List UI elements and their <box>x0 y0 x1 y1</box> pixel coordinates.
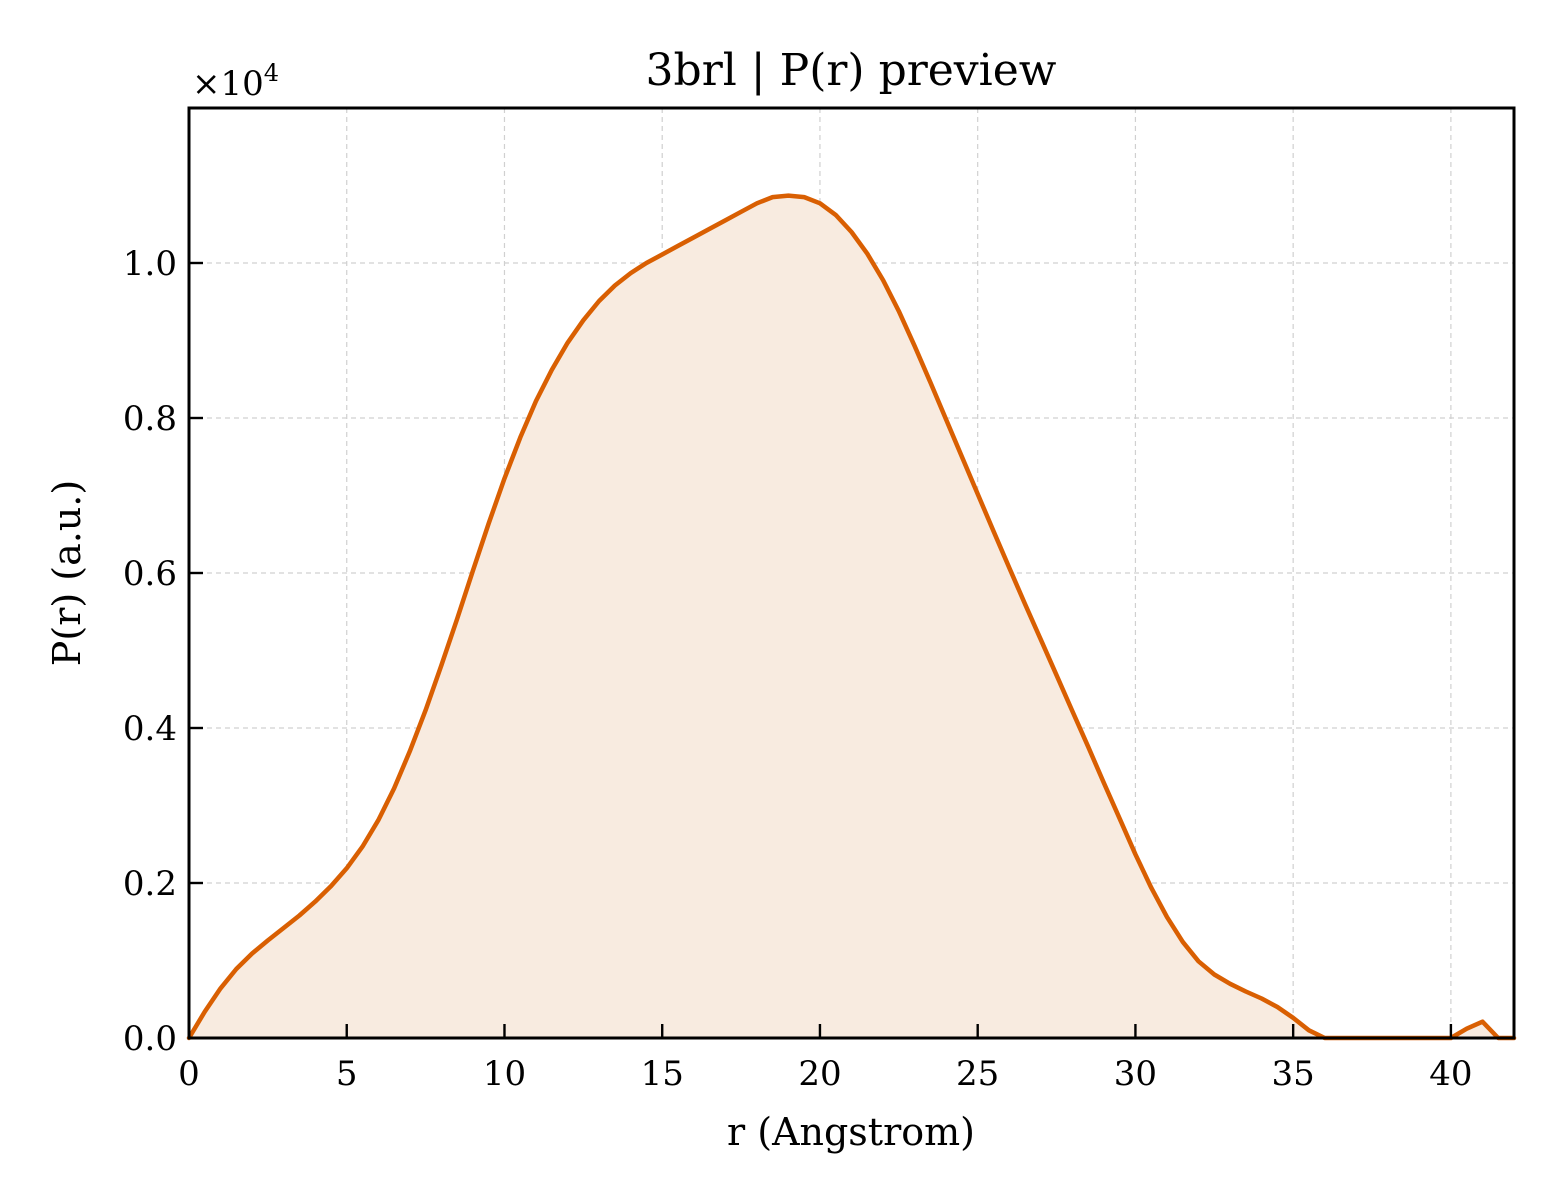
data-line <box>186 193 1517 1041</box>
x-tick-label: 0 <box>178 1054 200 1094</box>
y-tick-label: 0.2 <box>123 864 177 904</box>
y-tick-label: 0.4 <box>123 709 177 749</box>
area-fill <box>189 195 1514 1039</box>
y-tick-label: 1.0 <box>123 244 177 284</box>
y-axis-label: P(r) (a.u.) <box>45 480 89 666</box>
plot-frame <box>187 106 1516 1040</box>
y-tick-label: 0.0 <box>123 1019 177 1059</box>
x-tick-label: 40 <box>1429 1054 1472 1094</box>
y-tick-label: 0.8 <box>123 399 177 439</box>
x-tick-label: 5 <box>336 1054 358 1094</box>
x-tick-label: 35 <box>1272 1054 1315 1094</box>
x-tick-label: 15 <box>641 1054 684 1094</box>
y-tick-label: 0.6 <box>123 554 177 594</box>
axis-ticks: 0 5 10 15 20 25 30 35 40 0.0 0.2 0.4 0.6 0.8 1.0 <box>123 244 1473 1094</box>
x-axis-label: r (Angstrom) <box>727 1110 975 1154</box>
x-tick-label: 25 <box>956 1054 999 1094</box>
y-multiplier-base: ×10 <box>192 64 264 104</box>
x-tick-label: 20 <box>798 1054 841 1094</box>
x-tick-label: 30 <box>1114 1054 1157 1094</box>
y-multiplier-label: ×104 <box>192 59 279 104</box>
x-tick-label: 10 <box>483 1054 526 1094</box>
y-multiplier-exponent: 4 <box>264 59 279 87</box>
chart-title: 3brl | P(r) preview <box>646 45 1057 96</box>
